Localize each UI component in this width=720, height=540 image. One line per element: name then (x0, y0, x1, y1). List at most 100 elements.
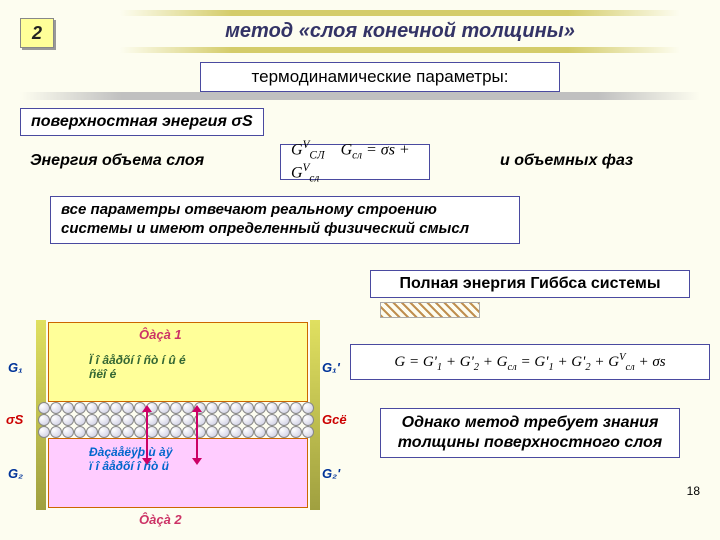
bead-icon (110, 402, 122, 414)
hatch-decor (380, 302, 480, 318)
bead-row (38, 414, 318, 426)
bead-icon (98, 402, 110, 414)
title-decor-top (120, 10, 680, 16)
sigmas-label: σS (6, 412, 23, 427)
subtitle-box: термодинамические параметры: (200, 62, 560, 92)
gsl-label: Gсё (322, 412, 347, 427)
bulk-text: Ðàçäåëÿþ ù àÿ ï î âåðõí î ñò ü (89, 445, 172, 473)
bead-icon (158, 426, 170, 438)
bead-icon (134, 426, 146, 438)
surface-energy-box: поверхностная энергия σS (20, 108, 264, 136)
bead-icon (302, 414, 314, 426)
bead-icon (218, 414, 230, 426)
bead-icon (182, 426, 194, 438)
title-area: метод «слоя конечной толщины» (120, 8, 680, 55)
bead-icon (158, 402, 170, 414)
gibbs-title-text: Полная энергия Гиббса системы (400, 275, 661, 292)
bead-icon (122, 402, 134, 414)
bead-icon (110, 414, 122, 426)
bead-icon (242, 426, 254, 438)
bead-icon (110, 426, 122, 438)
bead-row (38, 426, 318, 438)
bead-icon (218, 402, 230, 414)
bead-icon (74, 414, 86, 426)
bead-icon (74, 426, 86, 438)
phase1-label: Ôàçà 1 (139, 327, 182, 342)
bead-icon (254, 426, 266, 438)
formula2-content: G = G'1 + G'2 + Gсл = G'1 + G'2 + GVсл +… (394, 352, 665, 373)
bead-icon (74, 402, 86, 414)
g1p-label: G₁' (322, 360, 340, 375)
bead-icon (206, 414, 218, 426)
bead-icon (266, 414, 278, 426)
bead-icon (302, 426, 314, 438)
page-number: 18 (687, 484, 700, 498)
surface-energy-text: поверхностная энергия σS (31, 113, 253, 130)
phase-2-region: Ðàçäåëÿþ ù àÿ ï î âåðõí î ñò ü Ôàçà 2 (48, 438, 308, 508)
bead-icon (50, 426, 62, 438)
phase-1-region: Ôàçà 1 Ï î âåðõí î ñò í û é ñëî é (48, 322, 308, 402)
bead-icon (86, 426, 98, 438)
bead-icon (170, 402, 182, 414)
bead-icon (86, 414, 98, 426)
arrow-thickness-1 (146, 410, 148, 460)
title-decor-bottom (120, 47, 680, 53)
bead-icon (242, 402, 254, 414)
bead-icon (278, 426, 290, 438)
bead-icon (230, 414, 242, 426)
bead-icon (278, 402, 290, 414)
bead-icon (38, 414, 50, 426)
subtitle-text: термодинамические параметры: (252, 67, 509, 86)
arrow-thickness-2 (196, 410, 198, 460)
bead-icon (206, 402, 218, 414)
bead-icon (206, 426, 218, 438)
bead-icon (158, 414, 170, 426)
bead-icon (50, 414, 62, 426)
bead-icon (134, 414, 146, 426)
formula1-content: GVСЛ Gсл = σs + GVсл (291, 139, 419, 184)
however-text: Однако метод требует знания толщины пове… (398, 414, 662, 451)
bead-icon (254, 402, 266, 414)
phase2-label: Ôàçà 2 (139, 512, 182, 527)
bead-icon (278, 414, 290, 426)
bead-icon (290, 414, 302, 426)
volume-phases-label: и объемных фаз (500, 152, 633, 170)
bead-icon (170, 426, 182, 438)
description-text: все параметры отвечают реальному строени… (61, 201, 469, 237)
bead-icon (62, 414, 74, 426)
bead-icon (230, 402, 242, 414)
bead-icon (290, 402, 302, 414)
bead-icon (38, 402, 50, 414)
bead-icon (122, 414, 134, 426)
formula-layer-energy: GVСЛ Gсл = σs + GVсл (280, 144, 430, 180)
bead-row (38, 402, 318, 414)
bead-icon (122, 426, 134, 438)
surface-layer (38, 402, 318, 438)
subtitle-decor (20, 92, 700, 100)
bead-icon (266, 426, 278, 438)
bead-icon (62, 402, 74, 414)
gibbs-title-box: Полная энергия Гиббса системы (370, 270, 690, 298)
bead-icon (254, 414, 266, 426)
g2-label: G₂ (8, 466, 23, 481)
bead-icon (218, 426, 230, 438)
bead-icon (170, 414, 182, 426)
bead-icon (266, 402, 278, 414)
bead-icon (302, 402, 314, 414)
bead-icon (230, 426, 242, 438)
slide-number-badge: 2 (20, 18, 54, 48)
formula-gibbs: G = G'1 + G'2 + Gсл = G'1 + G'2 + GVсл +… (350, 344, 710, 380)
volume-energy-label: Энергия объема слоя (30, 152, 204, 170)
g1-label: G₁ (8, 360, 23, 375)
bead-icon (98, 426, 110, 438)
bead-icon (62, 426, 74, 438)
bead-icon (182, 414, 194, 426)
bead-icon (290, 426, 302, 438)
bead-icon (50, 402, 62, 414)
g2p-label: G₂' (322, 466, 340, 481)
slide-number: 2 (32, 23, 42, 44)
bead-icon (38, 426, 50, 438)
surface-text: Ï î âåðõí î ñò í û é ñëî é (89, 353, 186, 381)
bead-icon (98, 414, 110, 426)
slide-title: метод «слоя конечной толщины» (120, 18, 680, 45)
